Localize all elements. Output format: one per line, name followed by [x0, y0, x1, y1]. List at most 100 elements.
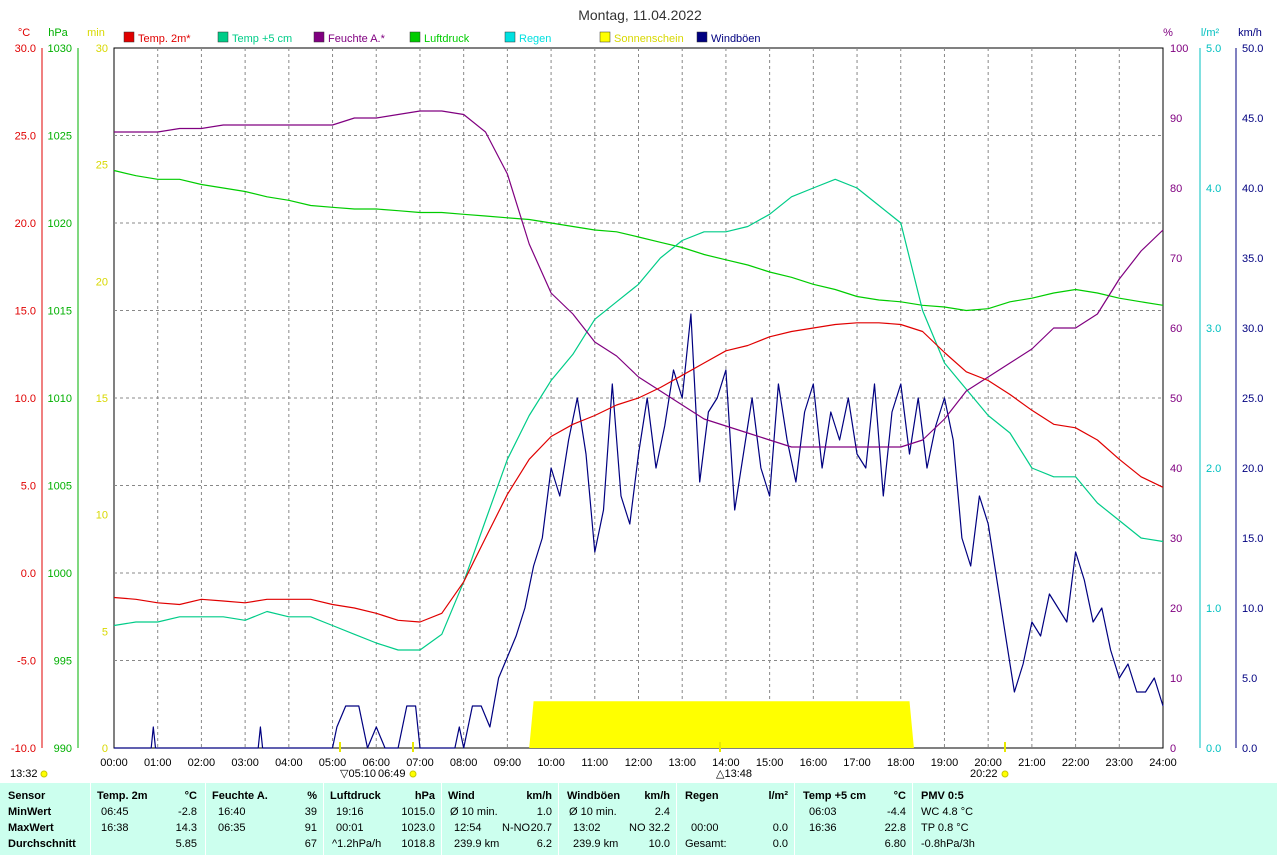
marker-sunset: 20:22 [970, 768, 998, 780]
regen-max-time: 00:00 [691, 822, 719, 834]
feuchte-title: Feuchte A. [212, 790, 268, 802]
series-sunshine [114, 701, 1163, 748]
stats-col-labels: Sensor MinWert MaxWert Durchschnitt [0, 783, 90, 855]
wind-title: Wind [448, 790, 475, 802]
regen-unit: l/m² [768, 790, 788, 802]
temp-tick: -5.0 [17, 656, 36, 668]
luftdruck-avg: 1018.8 [401, 838, 435, 850]
stats-col-feuchte: Feuchte A. % 16:40 39 06:35 91 67 [205, 783, 323, 855]
temp5-unit: °C [893, 790, 906, 802]
pmv-line1: WC 4.8 °C [921, 806, 974, 818]
humidity-tick: 40 [1170, 463, 1182, 475]
legend-swatch [409, 31, 421, 43]
time-tick: 06:00 [362, 757, 390, 769]
humidity-tick: 100 [1170, 43, 1188, 55]
temp-tick: 5.0 [21, 481, 36, 493]
windboeen-avg-label: 239.9 km [573, 838, 619, 850]
windboeen-max-time: 13:02 [573, 822, 601, 834]
pressure-unit-label: hPa [48, 27, 68, 39]
legend-label: Regen [519, 33, 551, 45]
temp2m-max-val: 14.3 [175, 822, 197, 834]
time-tick: 10:00 [537, 757, 565, 769]
time-tick: 08:00 [450, 757, 478, 769]
regen-title: Regen [685, 790, 719, 802]
pmv-line2: TP 0.8 °C [921, 822, 969, 834]
rain-tick: 3.0 [1206, 323, 1221, 335]
stats-col-pmv: PMV 0:5 WC 4.8 °C TP 0.8 °C -0.8hPa/3h [912, 783, 1277, 855]
axis-units: °C hPa min% l/m² km/h [18, 27, 1262, 39]
wind-unit-label: km/h [1238, 27, 1262, 39]
humidity-unit-label: % [1163, 27, 1173, 39]
time-tick: 22:00 [1062, 757, 1090, 769]
time-tick: 20:00 [974, 757, 1002, 769]
wind-tick: 40.0 [1242, 183, 1263, 195]
legend-label: Windböen [711, 33, 761, 45]
sun-tick: 25 [96, 160, 108, 172]
humidity-tick: 20 [1170, 603, 1182, 615]
windboeen-min-val: 2.4 [654, 806, 670, 818]
luftdruck-avg-label: ^1.2hPa/h [332, 838, 382, 850]
luftdruck-min-val: 1015.0 [401, 806, 435, 818]
time-tick: 18:00 [887, 757, 915, 769]
marker-left-time: 13:32 [10, 768, 38, 780]
feuchte-unit: % [307, 790, 317, 802]
sun-dot [40, 770, 48, 778]
sun-unit-label: min [87, 27, 105, 39]
time-tick: 11:00 [581, 757, 608, 769]
feuchte-max-time: 06:35 [218, 822, 246, 834]
wind-max-val: 20.7 [530, 822, 552, 834]
humidity-tick: 10 [1170, 673, 1182, 685]
time-tick: 13:00 [668, 757, 696, 769]
stats-panel: Sensor MinWert MaxWert Durchschnitt Temp… [0, 783, 1277, 855]
legend-swatch [217, 31, 229, 43]
humidity-tick: 90 [1170, 113, 1182, 125]
pressure-tick: 1010 [48, 393, 72, 405]
stats-col-temp2m: Temp. 2m °C 06:45 -2.8 16:38 14.3 5.85 [90, 783, 205, 855]
pressure-tick: 990 [54, 743, 72, 755]
marker-sunrise: ▽05:10 [340, 768, 376, 780]
feuchte-avg: 67 [304, 838, 317, 850]
sun-tick: 15 [96, 393, 108, 405]
pressure-tick: 1020 [48, 218, 72, 230]
wind-tick: 25.0 [1242, 393, 1263, 405]
time-tick: 24:00 [1149, 757, 1177, 769]
stats-col-luftdruck: Luftdruck hPa 19:16 1015.0 00:01 1023.0 … [323, 783, 441, 855]
stats-col-wind: Wind km/h Ø 10 min. 1.0 12:54 N-NO 20.7 … [441, 783, 558, 855]
rain-tick: 5.0 [1206, 43, 1221, 55]
windboeen-avg: 10.0 [648, 838, 670, 850]
luftdruck-unit: hPa [414, 790, 435, 802]
wind-tick: 30.0 [1242, 323, 1263, 335]
windboeen-title: Windböen [567, 790, 621, 802]
time-tick: 01:00 [144, 757, 172, 769]
temp-tick: 0.0 [21, 568, 36, 580]
weather-chart: Montag, 11.04.2022 Temp. 2m* Temp +5 cm Fe… [10, 7, 1264, 780]
rain-tick: 4.0 [1206, 183, 1221, 195]
feuchte-min-time: 16:40 [218, 806, 246, 818]
series-windb-en [114, 313, 1164, 749]
row-label-min: MinWert [8, 806, 52, 818]
rain-tick: 0.0 [1206, 743, 1221, 755]
legend: Temp. 2m* Temp +5 cm Feuchte A.* Luftdruck R… [123, 31, 761, 45]
luftdruck-title: Luftdruck [330, 790, 381, 802]
stats-col-temp5: Temp +5 cm °C 06:03 -4.4 16:36 22.8 6.80 [794, 783, 912, 855]
temp2m-min-val: -2.8 [178, 806, 197, 818]
temp5-max-val: 22.8 [884, 822, 906, 834]
wind-tick: 10.0 [1242, 603, 1263, 615]
rain-unit-label: l/m² [1201, 27, 1220, 39]
wind-max-time: 12:54 [454, 822, 482, 834]
stats-col-regen: Regen l/m² 00:00 0.0 Gesamt: 0.0 [676, 783, 794, 855]
time-tick: 00:00 [100, 757, 128, 769]
temp-tick: 25.0 [15, 131, 36, 143]
time-tick: 02:00 [188, 757, 216, 769]
feuchte-max-val: 91 [304, 822, 317, 834]
row-label-avg: Durchschnitt [8, 838, 76, 850]
wind-unit: km/h [526, 790, 552, 802]
sun-tick: 0 [102, 743, 108, 755]
regen-max-val: 0.0 [772, 822, 788, 834]
temp-tick: 15.0 [15, 306, 36, 318]
temp-tick: 10.0 [15, 393, 36, 405]
marker-sunrise-sun: 06:49 [378, 768, 406, 780]
row-label-sensor: Sensor [8, 790, 46, 802]
wind-avg: 6.2 [536, 838, 552, 850]
time-tick: 03:00 [231, 757, 259, 769]
